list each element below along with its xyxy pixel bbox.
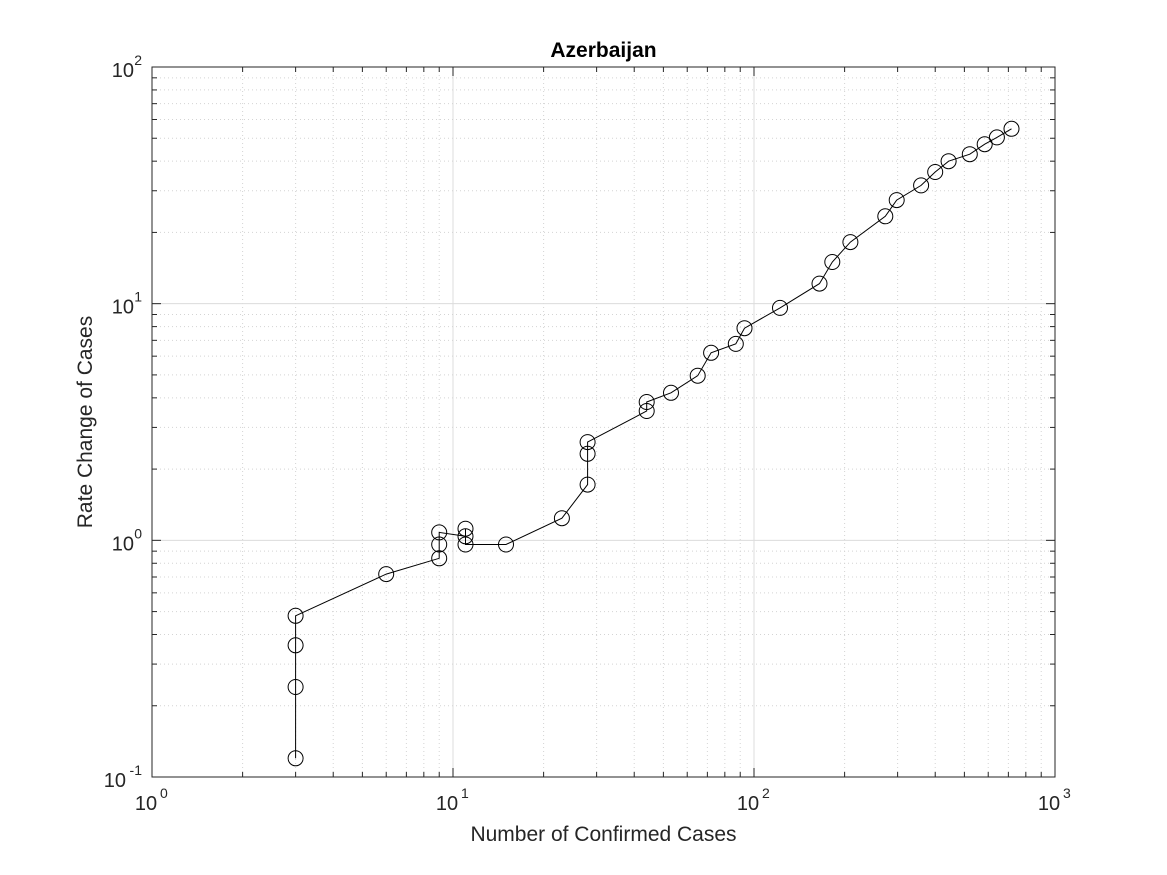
x-tick-label-exponent: 3 — [1063, 785, 1071, 801]
y-tick-label: 10 — [112, 533, 134, 555]
data-point — [638, 403, 655, 419]
y-tick-label-exponent: 2 — [134, 52, 142, 68]
data-point — [431, 524, 448, 541]
y-axis-label: Rate Change of Cases — [74, 316, 97, 528]
x-tick-label-exponent: 2 — [762, 785, 770, 801]
data-point — [287, 607, 304, 624]
data-point — [940, 153, 957, 170]
data-point — [1003, 120, 1020, 137]
data-point — [727, 335, 744, 352]
data-point — [287, 750, 304, 767]
data-point — [888, 192, 905, 209]
data-point — [927, 164, 944, 180]
data-point — [457, 536, 474, 553]
data-point — [378, 566, 395, 583]
data-point — [689, 367, 706, 384]
data-point — [457, 528, 474, 545]
data-point — [663, 384, 679, 401]
data-point — [961, 146, 978, 163]
data-point — [913, 177, 930, 194]
y-tick-label-exponent: 1 — [134, 289, 142, 305]
data-point — [736, 320, 753, 337]
data-point — [431, 550, 448, 567]
data-series — [287, 120, 1020, 767]
data-point — [988, 129, 1005, 146]
data-point — [842, 234, 859, 251]
grid — [152, 67, 1055, 777]
data-point — [457, 520, 474, 537]
y-tick-label-exponent: -1 — [130, 762, 143, 778]
data-point — [811, 275, 828, 292]
data-point — [877, 208, 894, 225]
data-point — [638, 394, 655, 410]
x-tick-label-exponent: 1 — [461, 785, 469, 801]
x-tick-label: 10 — [737, 793, 759, 815]
series-line — [295, 128, 1012, 759]
data-point — [287, 637, 304, 654]
x-tick-label: 10 — [436, 793, 458, 815]
data-point — [976, 136, 993, 153]
y-tick-label: 10 — [104, 770, 126, 792]
data-point — [703, 344, 720, 361]
data-point — [287, 679, 304, 695]
data-point — [579, 445, 596, 462]
data-point — [579, 434, 596, 451]
x-axis-label: Number of Confirmed Cases — [470, 823, 736, 846]
data-point — [553, 510, 570, 527]
x-tick-label: 10 — [135, 793, 157, 815]
data-point — [431, 536, 448, 553]
data-point — [498, 536, 514, 553]
data-point — [579, 476, 596, 493]
x-tick-label-exponent: 0 — [160, 785, 168, 801]
y-tick-label-exponent: 0 — [134, 525, 142, 541]
ticks — [151, 66, 1056, 778]
axes-box — [151, 66, 1056, 778]
y-tick-label: 10 — [112, 297, 134, 319]
y-tick-label: 10 — [112, 60, 134, 82]
x-tick-label: 10 — [1038, 793, 1060, 815]
data-point — [772, 299, 788, 316]
data-point — [824, 254, 841, 270]
chart-title: Azerbaijan — [550, 39, 656, 62]
